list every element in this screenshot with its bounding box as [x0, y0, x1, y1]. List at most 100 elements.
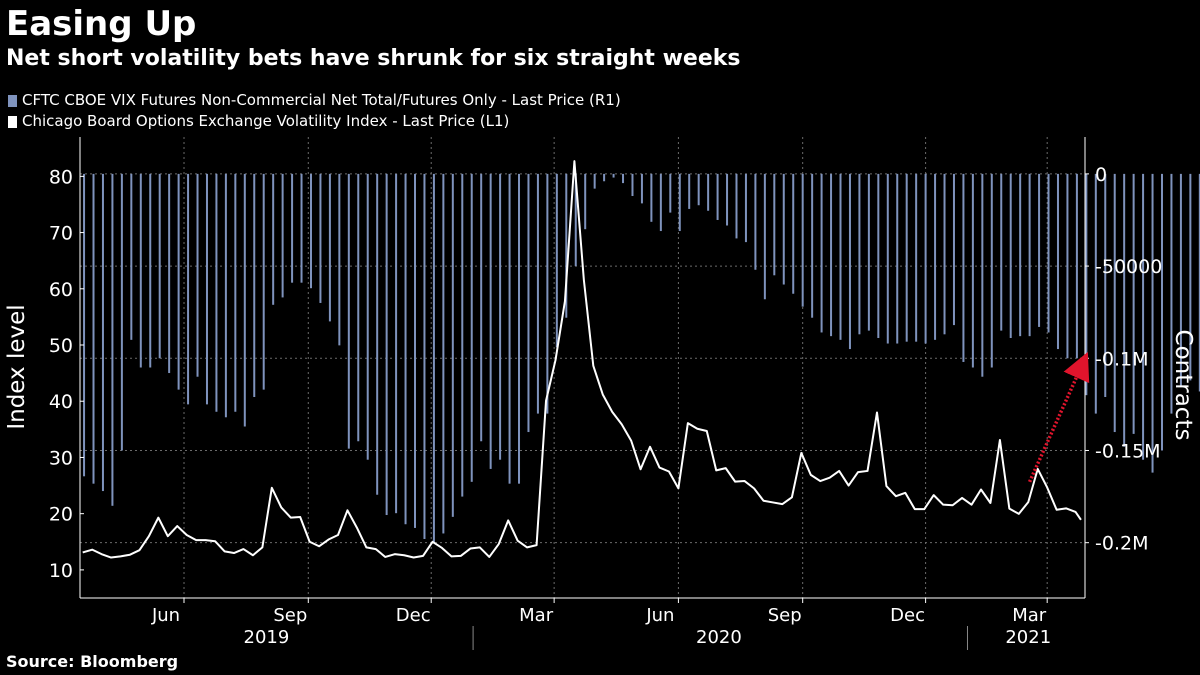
futures-bar [1151, 173, 1154, 473]
futures-bar [432, 173, 435, 543]
futures-bar [848, 173, 851, 350]
futures-bar [508, 173, 511, 484]
futures-bar [773, 173, 776, 276]
left-tick-label: 50 [49, 335, 73, 357]
x-month-label: Dec [396, 605, 431, 626]
x-month-label: Sep [768, 605, 802, 626]
futures-bar [555, 173, 558, 348]
futures-bar [205, 173, 208, 405]
futures-bar [782, 173, 785, 285]
futures-bar [631, 173, 634, 197]
futures-bar [1038, 173, 1041, 327]
left-tick-label: 10 [49, 560, 73, 582]
futures-bar [92, 173, 95, 484]
futures-bar [1085, 173, 1088, 396]
futures-bar [867, 173, 870, 331]
futures-bar [1066, 173, 1069, 359]
left-tick-label: 70 [49, 223, 73, 245]
futures-bar [650, 173, 653, 222]
futures-bar [291, 173, 294, 283]
futures-bar [243, 173, 246, 427]
futures-bar [915, 173, 918, 342]
legend: CFTC CBOE VIX Futures Non-Commercial Net… [8, 90, 621, 132]
left-tick-label: 20 [49, 504, 73, 526]
futures-bar [404, 173, 407, 525]
futures-bar [158, 173, 161, 359]
futures-bar [622, 173, 625, 184]
futures-bar [744, 173, 747, 243]
futures-bar [527, 173, 530, 433]
right-tick-label: -50000 [1095, 256, 1162, 278]
futures-bar [196, 173, 199, 377]
chart-title: Easing Up [6, 4, 197, 44]
x-year-label: 2019 [244, 627, 290, 648]
futures-bar [224, 173, 227, 418]
futures-bar [1028, 173, 1031, 337]
futures-bar [253, 173, 256, 397]
futures-bar [1104, 173, 1107, 397]
futures-bar [1123, 173, 1126, 447]
futures-bar [111, 173, 114, 506]
futures-bar [1075, 173, 1078, 359]
futures-bar [640, 173, 643, 204]
futures-bar [101, 173, 104, 492]
futures-bar [281, 173, 284, 298]
legend-label-vix: Chicago Board Options Exchange Volatilit… [22, 112, 510, 130]
futures-bar [603, 173, 606, 182]
futures-bar [943, 173, 946, 335]
futures-bar [546, 173, 549, 414]
left-tick-label: 80 [49, 166, 73, 188]
futures-bar [820, 173, 823, 333]
x-month-label: Mar [519, 605, 554, 626]
legend-swatch-line [8, 115, 17, 128]
futures-bar [962, 173, 965, 362]
futures-bar [763, 173, 766, 300]
futures-bar [480, 173, 483, 442]
futures-bar [518, 173, 521, 484]
right-tick-label: 0 [1095, 164, 1107, 186]
futures-bar [565, 173, 568, 318]
futures-bar [319, 173, 322, 303]
futures-bar [886, 173, 889, 344]
futures-bar [707, 173, 710, 211]
source-note: Source: Bloomberg [6, 652, 179, 671]
futures-bar [234, 173, 237, 412]
futures-bar [981, 173, 984, 377]
futures-bar [489, 173, 492, 469]
x-month-label: Mar [1012, 605, 1047, 626]
left-tick-label: 30 [49, 447, 73, 469]
futures-bar [1198, 173, 1200, 392]
futures-bars [83, 173, 1200, 543]
right-axis-title: Contracts [1170, 330, 1196, 441]
futures-bar [376, 173, 379, 495]
futures-bar [971, 173, 974, 368]
futures-bar [1000, 173, 1003, 331]
futures-bar [83, 173, 86, 477]
futures-bar [347, 173, 350, 449]
x-year-label: 2020 [696, 627, 742, 648]
right-tick-label: -0.2M [1095, 533, 1148, 555]
futures-bar [678, 173, 681, 232]
right-tick-label: -0.1M [1095, 348, 1148, 370]
futures-bar [1170, 173, 1173, 414]
futures-bar [934, 173, 937, 340]
vix-line-group [82, 160, 1082, 559]
futures-bar [262, 173, 265, 390]
futures-bar [584, 173, 587, 230]
futures-bar [177, 173, 180, 390]
futures-bar [149, 173, 152, 368]
futures-bar [423, 173, 426, 539]
legend-label-futures: CFTC CBOE VIX Futures Non-Commercial Net… [22, 91, 621, 109]
legend-swatch-bars [8, 94, 17, 107]
futures-bar [716, 173, 719, 220]
futures-bar [1113, 173, 1116, 433]
futures-bar [830, 173, 833, 337]
futures-bar [593, 173, 596, 189]
red-arrow-annotation [1028, 351, 1090, 483]
legend-item-vix: Chicago Board Options Exchange Volatilit… [8, 111, 621, 132]
futures-bar [735, 173, 738, 239]
futures-bar [357, 173, 360, 442]
futures-bar [470, 173, 473, 482]
futures-bar [896, 173, 899, 344]
